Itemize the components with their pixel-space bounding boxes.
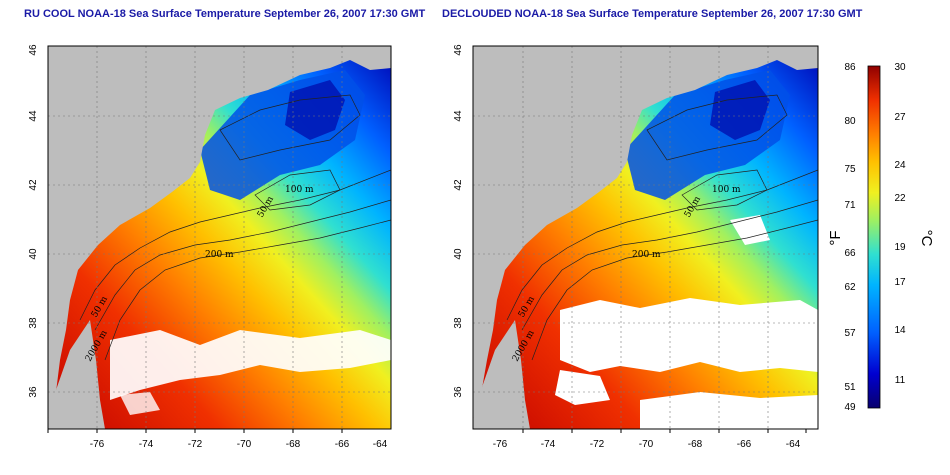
right-y-tick: 44 (453, 110, 464, 122)
right-cloud-mask-4 (555, 370, 610, 405)
right-cloud-mask-1 (560, 298, 818, 372)
fahrenheit-tick: 62 (844, 282, 856, 293)
celsius-tick: 19 (894, 242, 906, 253)
fahrenheit-tick: 51 (844, 382, 856, 393)
left-x-tick: -72 (188, 439, 203, 450)
right-x-tick: -76 (493, 439, 508, 450)
left-x-axis: -76 -74 -72 -70 -68 -66 -64 (47, 429, 388, 450)
colorbar-gradient (867, 65, 881, 409)
right-contour-label-100: 100 m (712, 185, 741, 195)
fahrenheit-tick: 75 (844, 164, 856, 175)
left-contour-label-100: 100 m (285, 185, 314, 195)
left-land-coast-south (48, 320, 105, 429)
right-x-axis: -76 -74 -72 -70 -68 -66 -64 (493, 429, 807, 450)
left-y-tick: 46 (28, 44, 39, 56)
right-panel-title: DECLOUDED NOAA-18 Sea Surface Temperatur… (442, 8, 863, 20)
left-y-tick: 40 (28, 248, 39, 260)
left-x-tick: -66 (335, 439, 350, 450)
left-map-frame (47, 45, 392, 430)
left-y-tick: 38 (28, 317, 39, 329)
right-contour-50m (506, 169, 818, 321)
left-contour-2000m (104, 219, 391, 361)
celsius-unit-label: °C (918, 230, 935, 247)
left-x-tick: -70 (237, 439, 252, 450)
left-contour-gulf (219, 94, 361, 161)
left-contour-50m (79, 169, 391, 321)
right-map-frame (472, 45, 819, 430)
fahrenheit-tick: 80 (844, 116, 856, 127)
celsius-tick: 11 (895, 375, 906, 386)
celsius-tick: 24 (894, 160, 906, 171)
celsius-tick: 22 (894, 193, 906, 204)
fahrenheit-tick: 71 (844, 200, 856, 211)
right-contour-100m-bank (681, 169, 768, 211)
right-contour-label-200: 200 m (632, 250, 661, 260)
left-map-panel: 100 m 50 m 200 m 50 m 2000 m -76 -74 -72… (28, 44, 392, 450)
right-y-axis: 36 38 40 42 44 46 (453, 44, 464, 398)
left-panel-title: RU COOL NOAA-18 Sea Surface Temperature … (24, 8, 426, 20)
right-cloud-mask-3 (730, 215, 770, 245)
fahrenheit-tick: 66 (844, 248, 856, 259)
left-cloud-mask (110, 330, 391, 400)
left-y-tick: 36 (28, 386, 39, 398)
right-x-tick: -74 (541, 439, 556, 450)
right-x-tick: -64 (786, 439, 801, 450)
right-y-tick: 42 (453, 179, 464, 191)
fahrenheit-tick: 86 (844, 62, 856, 73)
fahrenheit-tick: 57 (844, 328, 856, 339)
right-very-cold-core (710, 80, 770, 140)
left-contour-200m (94, 199, 391, 331)
right-contour-200m (521, 199, 818, 331)
left-x-tick: -74 (139, 439, 154, 450)
left-y-tick: 44 (28, 110, 39, 122)
right-x-tick: -68 (688, 439, 703, 450)
left-x-tick: -68 (286, 439, 301, 450)
right-land (473, 46, 818, 420)
temperature-colorbar: 86 80 75 71 66 62 57 51 49 30 27 24 22 1… (827, 62, 935, 413)
right-x-tick: -72 (590, 439, 605, 450)
right-y-tick: 38 (453, 317, 464, 329)
right-contour-gulf (646, 94, 788, 161)
right-y-tick: 46 (453, 44, 464, 56)
left-contour-label-200: 200 m (205, 250, 234, 260)
fahrenheit-tick: 49 (844, 402, 856, 413)
fahrenheit-unit-label: °F (827, 230, 844, 245)
right-x-tick: -66 (737, 439, 752, 450)
left-y-tick: 42 (28, 179, 39, 191)
celsius-tick: 27 (894, 112, 906, 123)
right-contour-2000m (531, 219, 818, 361)
celsius-tick: 17 (894, 277, 906, 288)
left-y-axis: 36 38 40 42 44 46 (28, 44, 39, 398)
left-x-tick: -76 (90, 439, 105, 450)
right-land-coast-south (473, 320, 530, 429)
right-cloud-mask-2 (640, 392, 818, 429)
left-very-cold-core (285, 80, 345, 140)
left-land (48, 46, 391, 420)
celsius-tick: 30 (894, 62, 906, 73)
left-cloud-mask-2 (120, 392, 160, 415)
right-y-tick: 40 (453, 248, 464, 260)
right-map-panel: 100 m 50 m 200 m 50 m 2000 m -76 -74 -72… (453, 44, 819, 450)
left-contour-100m-bank (254, 169, 341, 211)
celsius-tick: 14 (894, 325, 906, 336)
left-x-tick: -64 (373, 439, 388, 450)
right-x-tick: -70 (639, 439, 654, 450)
right-y-tick: 36 (453, 386, 464, 398)
